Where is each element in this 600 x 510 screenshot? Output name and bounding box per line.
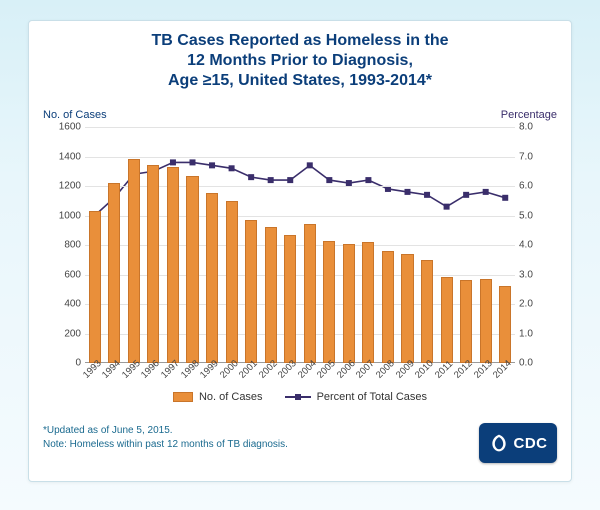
- line-marker: [268, 178, 273, 183]
- line-marker: [229, 166, 234, 171]
- chart-title: TB Cases Reported as Homeless in the 12 …: [29, 21, 571, 95]
- bar: [226, 201, 238, 363]
- bar: [147, 165, 159, 363]
- chart-panel: TB Cases Reported as Homeless in the 12 …: [28, 20, 572, 482]
- y-right-tick: 0.0: [519, 358, 547, 369]
- bar: [362, 242, 374, 363]
- cdc-badge: CDC: [479, 423, 557, 463]
- bar: [167, 167, 179, 363]
- line-marker: [170, 160, 175, 165]
- legend-line-label: Percent of Total Cases: [317, 391, 427, 403]
- bar: [323, 241, 335, 363]
- line-marker: [346, 181, 351, 186]
- y-right-tick: 6.0: [519, 181, 547, 192]
- line-marker: [249, 175, 254, 180]
- bar: [206, 193, 218, 363]
- line-marker: [288, 178, 293, 183]
- line-marker: [405, 189, 410, 194]
- legend-bars-label: No. of Cases: [199, 391, 263, 403]
- y-right-tick: 5.0: [519, 210, 547, 221]
- y-left-tick: 1400: [47, 151, 81, 162]
- y-left-axis-label: No. of Cases: [43, 109, 107, 121]
- y-right-tick: 1.0: [519, 328, 547, 339]
- y-left-tick: 1600: [47, 122, 81, 133]
- y-left-tick: 800: [47, 240, 81, 251]
- bar: [460, 280, 472, 363]
- hhs-logo-icon: [489, 433, 509, 453]
- bar: [128, 159, 140, 363]
- bar: [245, 220, 257, 363]
- y-left-tick: 1000: [47, 210, 81, 221]
- bar: [499, 286, 511, 363]
- y-right-tick: 3.0: [519, 269, 547, 280]
- gridline: [85, 157, 515, 158]
- bar: [441, 277, 453, 363]
- bar: [343, 244, 355, 363]
- line-marker: [444, 204, 449, 209]
- y-right-axis-label: Percentage: [501, 109, 557, 121]
- line-marker: [503, 195, 508, 200]
- y-right-tick: 4.0: [519, 240, 547, 251]
- title-line: 12 Months Prior to Diagnosis,: [49, 51, 551, 71]
- line-marker: [464, 192, 469, 197]
- bar: [401, 254, 413, 363]
- y-right-tick: 7.0: [519, 151, 547, 162]
- title-line: TB Cases Reported as Homeless in the: [49, 31, 551, 51]
- bar: [421, 260, 433, 363]
- line-marker: [307, 163, 312, 168]
- line-marker: [483, 189, 488, 194]
- line-marker: [210, 163, 215, 168]
- bar: [186, 176, 198, 363]
- line-marker: [366, 178, 371, 183]
- y-left-tick: 0: [47, 358, 81, 369]
- bar-swatch-icon: [173, 392, 193, 402]
- bar: [304, 224, 316, 363]
- bar: [108, 183, 120, 363]
- footnotes: *Updated as of June 5, 2015. Note: Homel…: [43, 424, 288, 451]
- legend: No. of Cases Percent of Total Cases: [29, 391, 571, 403]
- footnote: *Updated as of June 5, 2015.: [43, 424, 288, 438]
- line-marker: [425, 192, 430, 197]
- legend-bars: No. of Cases: [173, 391, 263, 403]
- y-left-tick: 400: [47, 299, 81, 310]
- bar: [265, 227, 277, 363]
- line-swatch-icon: [285, 396, 311, 398]
- bar: [480, 279, 492, 363]
- cdc-text: CDC: [514, 435, 548, 452]
- plot-area: 020040060080010001200140016000.01.02.03.…: [85, 127, 515, 363]
- y-left-tick: 1200: [47, 181, 81, 192]
- y-right-tick: 2.0: [519, 299, 547, 310]
- bar: [382, 251, 394, 363]
- line-marker: [327, 178, 332, 183]
- legend-line: Percent of Total Cases: [285, 391, 427, 403]
- line-marker: [385, 186, 390, 191]
- bar: [89, 211, 101, 363]
- title-line: Age ≥15, United States, 1993-2014*: [49, 71, 551, 91]
- line-marker: [190, 160, 195, 165]
- footnote: Note: Homeless within past 12 months of …: [43, 438, 288, 452]
- y-left-tick: 600: [47, 269, 81, 280]
- bar: [284, 235, 296, 363]
- gridline: [85, 127, 515, 128]
- y-right-tick: 8.0: [519, 122, 547, 133]
- y-left-tick: 200: [47, 328, 81, 339]
